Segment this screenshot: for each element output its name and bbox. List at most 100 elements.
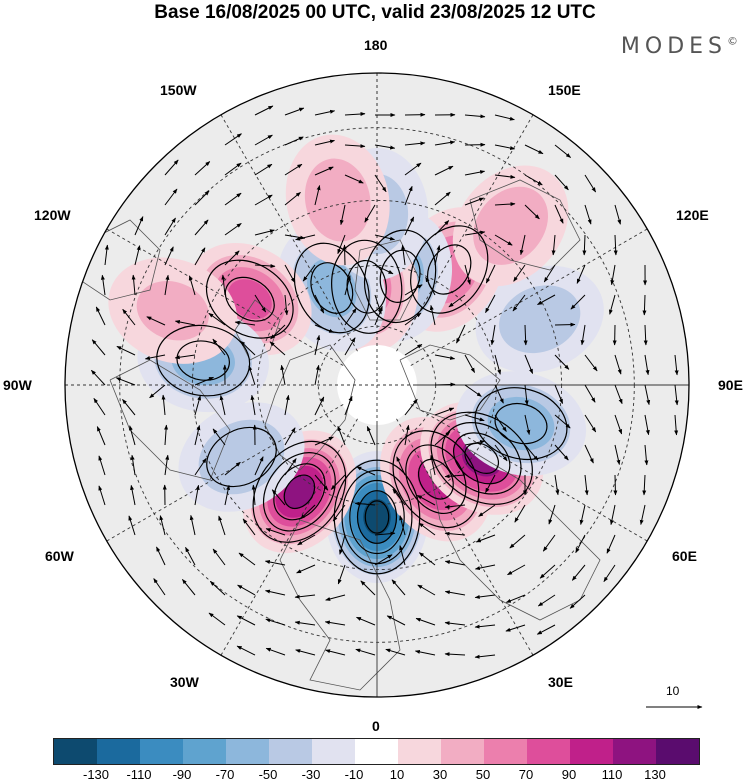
wind-vector xyxy=(337,564,346,585)
contour-line xyxy=(293,242,370,334)
wind-vector xyxy=(128,515,136,536)
contour-set-2 xyxy=(252,440,347,543)
wind-vector xyxy=(386,615,406,626)
wind-vector xyxy=(509,534,526,549)
wind-vector xyxy=(254,229,275,236)
colorbar-swatch-5 xyxy=(269,739,312,764)
wind-vector xyxy=(643,324,648,346)
wind-vector xyxy=(582,234,587,256)
colorbar-swatch-13 xyxy=(613,739,656,764)
colorbar-swatch-11 xyxy=(527,739,570,764)
wind-vector xyxy=(644,354,650,376)
wind-vector xyxy=(164,159,179,176)
wind-vector xyxy=(337,234,346,255)
wind-vector xyxy=(314,109,336,116)
wind-vector xyxy=(355,648,376,656)
wind-vector xyxy=(609,504,616,526)
wind-vector xyxy=(456,324,466,344)
wind-vector xyxy=(539,564,556,579)
wind-vector xyxy=(485,474,496,494)
coastline-7 xyxy=(109,359,231,481)
wind-vector xyxy=(265,589,286,596)
wind-vector xyxy=(164,454,170,476)
wind-vector xyxy=(391,579,406,596)
wind-vector xyxy=(360,580,376,596)
wind-vector xyxy=(429,304,436,326)
wind-vector xyxy=(164,188,178,206)
wind-vector xyxy=(396,456,406,476)
wind-vector xyxy=(156,546,166,566)
wind-vector xyxy=(194,395,202,416)
wind-vector xyxy=(434,431,451,446)
wind-vector xyxy=(91,339,106,356)
wind-vector xyxy=(130,484,136,506)
wind-vector xyxy=(314,294,325,314)
wind-vector xyxy=(128,425,136,446)
colorbar-tick-label: -130 xyxy=(82,767,110,782)
wind-vector xyxy=(194,161,211,176)
wind-vector xyxy=(494,384,504,404)
wind-vector xyxy=(425,276,436,296)
wind-vector xyxy=(392,488,406,506)
contour-line xyxy=(430,411,533,505)
map-border xyxy=(64,72,690,698)
lon-label-30w: 30W xyxy=(170,674,199,690)
wind-vector xyxy=(584,174,597,193)
contour-line xyxy=(474,387,568,461)
wind-vector xyxy=(642,474,647,496)
wind-vector xyxy=(284,394,290,416)
wind-vector xyxy=(325,594,346,601)
colorbar-tick-label: -10 xyxy=(344,767,364,782)
wind-vector xyxy=(603,564,616,583)
wind-vector xyxy=(576,264,586,284)
wind-vector xyxy=(242,518,256,536)
wind-vector xyxy=(434,165,454,176)
colorbar-swatch-10 xyxy=(484,739,527,764)
wind-vector xyxy=(344,395,353,416)
wind-vector xyxy=(519,234,526,256)
wind-vector xyxy=(614,414,623,435)
wind-vector xyxy=(434,382,456,387)
contour-line xyxy=(453,432,511,485)
wind-vector xyxy=(174,354,196,360)
wind-vector xyxy=(269,341,286,356)
colorbar-tick-label: 30 xyxy=(432,767,448,782)
wind-vector xyxy=(523,324,528,346)
wind-vector xyxy=(448,294,466,308)
wind-vector xyxy=(434,245,441,266)
wind-vector xyxy=(584,474,589,496)
wind-vector xyxy=(485,264,496,284)
wind-vector xyxy=(584,204,592,225)
anomaly-band xyxy=(283,474,316,509)
wind-vector xyxy=(404,312,422,326)
wind-vector xyxy=(116,345,136,356)
colorbar-swatch-1 xyxy=(97,739,140,764)
wind-vector xyxy=(159,515,166,536)
anomaly-center-5 xyxy=(475,265,604,373)
wind-vector xyxy=(296,564,316,574)
wind-vector xyxy=(294,594,316,599)
wind-vector xyxy=(265,647,286,656)
graticule xyxy=(65,73,689,697)
modes-brand-logo: MODES© xyxy=(621,34,738,59)
wind-vector xyxy=(444,590,466,596)
contour-line xyxy=(405,444,467,514)
anomaly-band xyxy=(227,279,272,320)
wind-vector xyxy=(444,504,466,509)
wind-vector xyxy=(464,170,486,176)
wind-vector xyxy=(404,216,415,236)
wind-vector xyxy=(254,163,273,176)
contour-line xyxy=(252,440,347,543)
colorbar-swatch-14 xyxy=(656,739,699,764)
wind-vector xyxy=(644,414,650,436)
wind-vector xyxy=(512,294,526,312)
wind-vector xyxy=(182,579,196,596)
colorbar-tick-label: 70 xyxy=(518,767,534,782)
wind-vector xyxy=(130,454,136,476)
contour-set-10 xyxy=(205,259,294,339)
wind-vector xyxy=(554,322,576,327)
wind-vector xyxy=(524,444,539,461)
wind-vector xyxy=(212,338,226,356)
wind-vector xyxy=(344,307,357,326)
wind-vector xyxy=(554,444,569,461)
